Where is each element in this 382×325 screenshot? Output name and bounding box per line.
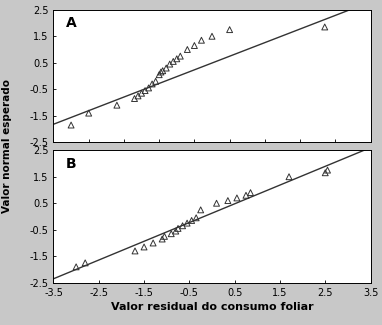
Point: [163, 65, 169, 71]
Point: [170, 59, 176, 64]
Point: [158, 70, 164, 75]
Point: [184, 221, 190, 226]
Point: [193, 215, 199, 220]
Point: [68, 123, 74, 128]
Point: [248, 190, 254, 195]
Point: [167, 61, 173, 67]
Point: [156, 72, 162, 77]
Point: [173, 228, 179, 234]
Point: [159, 236, 165, 241]
X-axis label: Valor residual do consumo foliar: Valor residual do consumo foliar: [111, 302, 313, 312]
Point: [73, 264, 79, 269]
Point: [322, 170, 328, 176]
Point: [324, 167, 330, 173]
Text: Valor normal esperado: Valor normal esperado: [2, 79, 12, 213]
Point: [198, 38, 204, 43]
Point: [189, 218, 195, 223]
Point: [86, 111, 92, 116]
Point: [209, 34, 215, 39]
Point: [141, 244, 147, 250]
Point: [243, 193, 249, 198]
Point: [177, 54, 183, 59]
Point: [160, 68, 166, 73]
Point: [132, 248, 138, 254]
Point: [82, 260, 88, 266]
Point: [150, 240, 156, 246]
Point: [322, 24, 328, 30]
Point: [161, 234, 167, 239]
Point: [168, 231, 174, 236]
Point: [180, 223, 186, 228]
Point: [174, 56, 180, 61]
Text: B: B: [66, 157, 77, 171]
Point: [139, 91, 145, 96]
Point: [135, 93, 141, 98]
Point: [131, 96, 138, 101]
Point: [234, 195, 240, 201]
Point: [214, 201, 220, 206]
Point: [152, 79, 159, 84]
Point: [227, 27, 233, 32]
Point: [146, 85, 152, 91]
Text: A: A: [66, 16, 77, 30]
Point: [225, 198, 231, 203]
Point: [286, 174, 292, 179]
Point: [149, 81, 155, 86]
Point: [175, 226, 181, 231]
Point: [114, 103, 120, 108]
Point: [191, 43, 197, 48]
Point: [197, 207, 204, 213]
Point: [184, 47, 190, 52]
Point: [142, 88, 148, 93]
